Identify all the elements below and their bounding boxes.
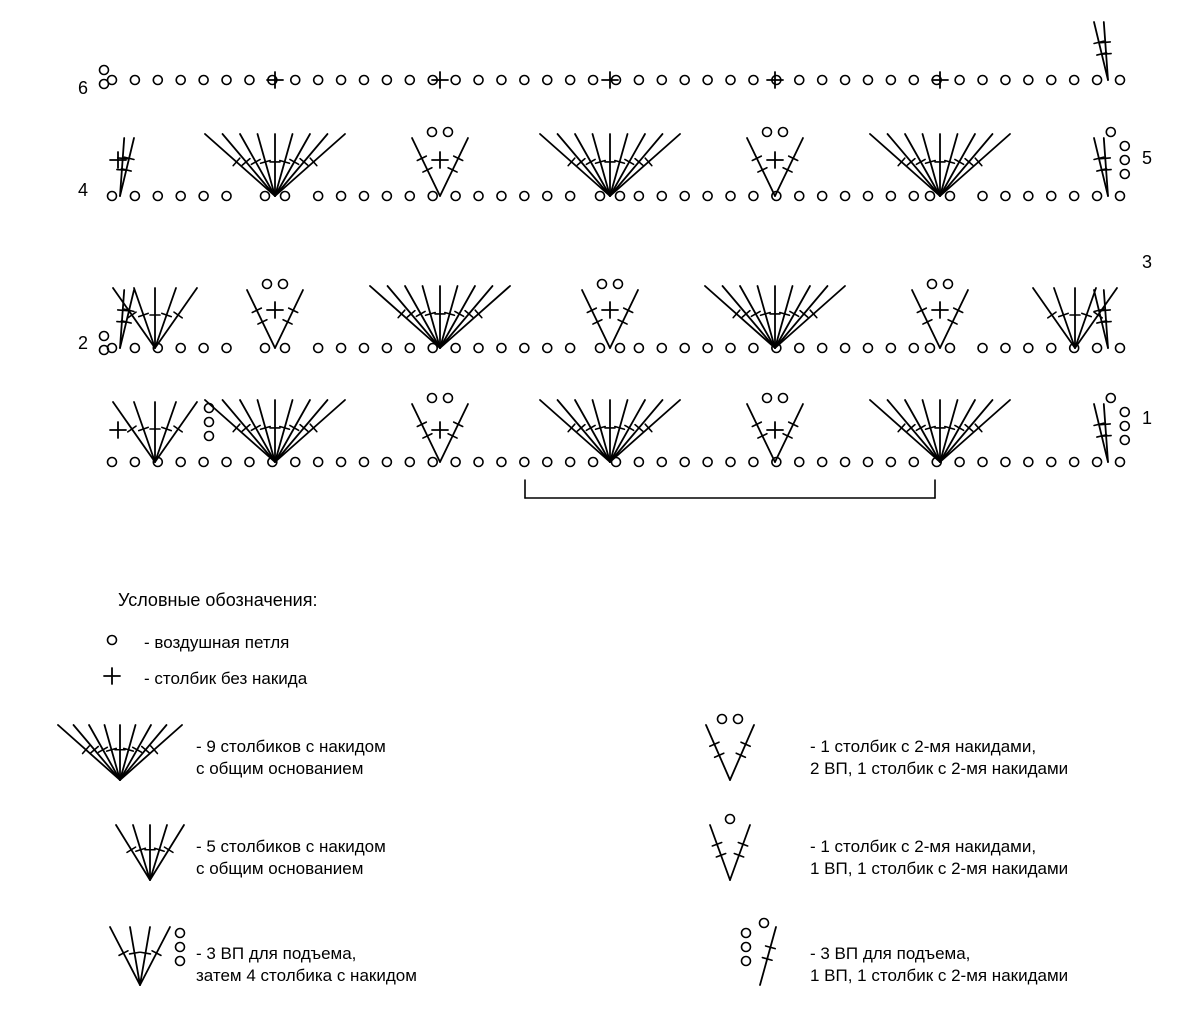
legend-chain-text: - воздушная петля: [144, 632, 289, 654]
legend-v1-text: - 1 столбик с 2-мя накидами,1 ВП, 1 стол…: [810, 836, 1068, 880]
row-label-1: 1: [1142, 408, 1152, 429]
legend-title: Условные обозначения:: [118, 590, 317, 611]
row-label-5: 5: [1142, 148, 1152, 169]
row-label-2: 2: [78, 333, 88, 354]
row-label-6: 6: [78, 78, 88, 99]
legend-v2-text: - 1 столбик с 2-мя накидами,2 ВП, 1 стол…: [810, 736, 1068, 780]
legend-turn4-text: - 3 ВП для подъема,затем 4 столбика с на…: [196, 943, 417, 987]
row-label-3: 3: [1142, 252, 1152, 273]
legend-fan5-text: - 5 столбиков с накидомс общим основание…: [196, 836, 386, 880]
crochet-diagram-page: 6 4 2 5 3 1 Условные обозначения: - возд…: [0, 0, 1200, 1019]
legend-turnv-text: - 3 ВП для подъема,1 ВП, 1 столбик с 2-м…: [810, 943, 1068, 987]
row-label-4: 4: [78, 180, 88, 201]
legend-sc-text: - столбик без накида: [144, 668, 307, 690]
legend-fan9-text: - 9 столбиков с накидомс общим основание…: [196, 736, 386, 780]
